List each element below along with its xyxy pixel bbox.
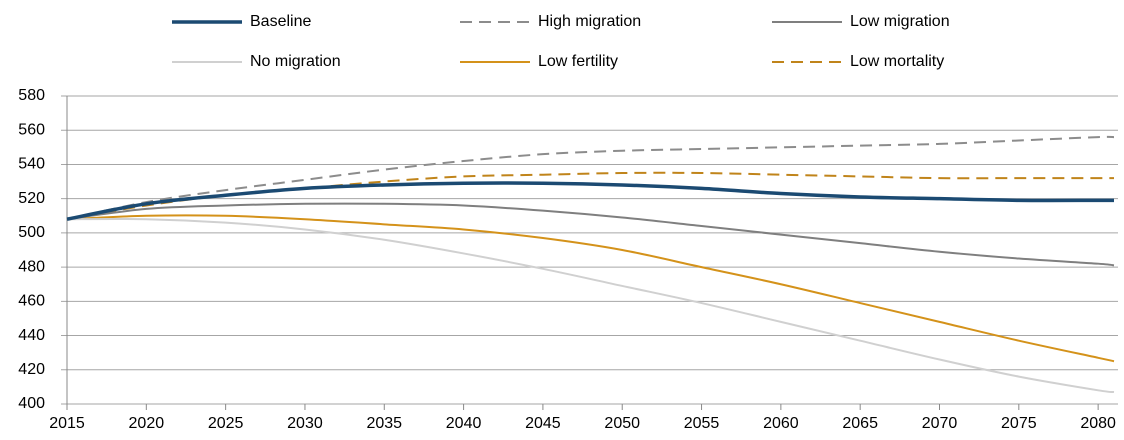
y-tick-label: 540	[18, 156, 45, 173]
series-line	[66, 214, 1115, 363]
series-line	[66, 202, 1115, 267]
x-tick-label: 2065	[842, 415, 878, 432]
legend-label: High migration	[538, 13, 641, 30]
x-tick-label: 2030	[287, 415, 323, 432]
x-tick-label: 2020	[129, 415, 165, 432]
y-tick-label: 420	[18, 361, 45, 378]
y-tick-label: 580	[18, 87, 45, 104]
y-tick-label: 400	[18, 395, 45, 412]
x-tick-label: 2050	[604, 415, 640, 432]
y-tick-label: 520	[18, 190, 45, 207]
x-tick-label: 2080	[1080, 415, 1116, 432]
x-tick-label: 2035	[366, 415, 402, 432]
legend-label: Low fertility	[538, 53, 618, 70]
x-tick-label: 2015	[49, 415, 85, 432]
x-tick-label: 2055	[684, 415, 720, 432]
legend-label: Baseline	[250, 13, 311, 30]
legend-label: Low mortality	[850, 53, 944, 70]
legend-label: No migration	[250, 53, 341, 70]
y-tick-label: 440	[18, 327, 45, 344]
y-tick-label: 500	[18, 224, 45, 241]
series-line	[66, 217, 1115, 394]
legend-label: Low migration	[850, 13, 950, 30]
x-tick-label: 2060	[763, 415, 799, 432]
x-tick-label: 2045	[525, 415, 561, 432]
y-tick-label: 560	[18, 121, 45, 138]
series-line	[66, 135, 1115, 221]
x-tick-label: 2075	[1001, 415, 1037, 432]
y-tick-label: 460	[18, 293, 45, 310]
x-tick-label: 2025	[208, 415, 244, 432]
y-tick-label: 480	[18, 258, 45, 275]
x-tick-label: 2040	[446, 415, 482, 432]
x-tick-label: 2070	[922, 415, 958, 432]
series-line	[66, 181, 1114, 221]
